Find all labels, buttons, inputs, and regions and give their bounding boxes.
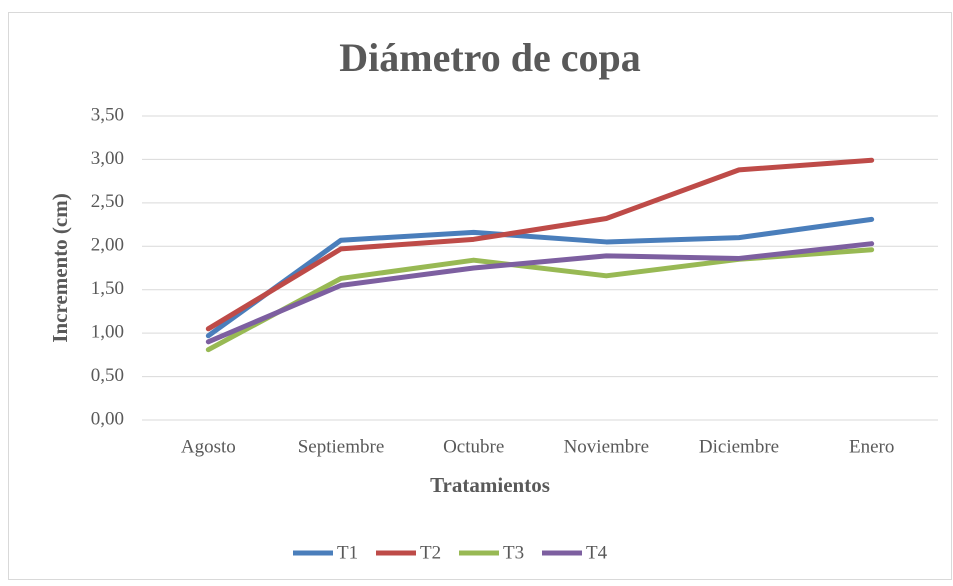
legend-label: T3 — [503, 542, 524, 563]
legend-label: T4 — [586, 542, 608, 563]
x-axis-title: Tratamientos — [430, 473, 550, 497]
x-tick-label: Septiembre — [298, 436, 385, 457]
series-line — [205, 216, 875, 339]
series-line — [205, 157, 875, 332]
legend-label: T2 — [420, 542, 441, 563]
y-tick-label: 2,00 — [91, 235, 124, 256]
y-tick-label: 0,50 — [91, 365, 124, 386]
y-axis-title: Incremento (cm) — [48, 193, 72, 342]
y-tick-label: 1,00 — [91, 322, 124, 343]
x-tick-label: Agosto — [181, 436, 236, 457]
chart-border — [8, 12, 952, 580]
series-line — [205, 241, 875, 345]
y-tick-label: 1,50 — [91, 278, 124, 299]
y-tick-label: 3,50 — [91, 104, 124, 125]
chart-title: Diámetro de copa — [339, 35, 640, 80]
y-tick-label: 0,00 — [91, 408, 124, 429]
x-tick-label: Diciembre — [699, 436, 779, 457]
legend-label: T1 — [337, 542, 358, 563]
x-tick-label: Enero — [849, 436, 894, 457]
y-tick-label: 2,50 — [91, 191, 124, 212]
x-tick-label: Noviembre — [564, 436, 649, 457]
y-tick-label: 3,00 — [91, 148, 124, 169]
x-tick-label: Octubre — [443, 436, 504, 457]
